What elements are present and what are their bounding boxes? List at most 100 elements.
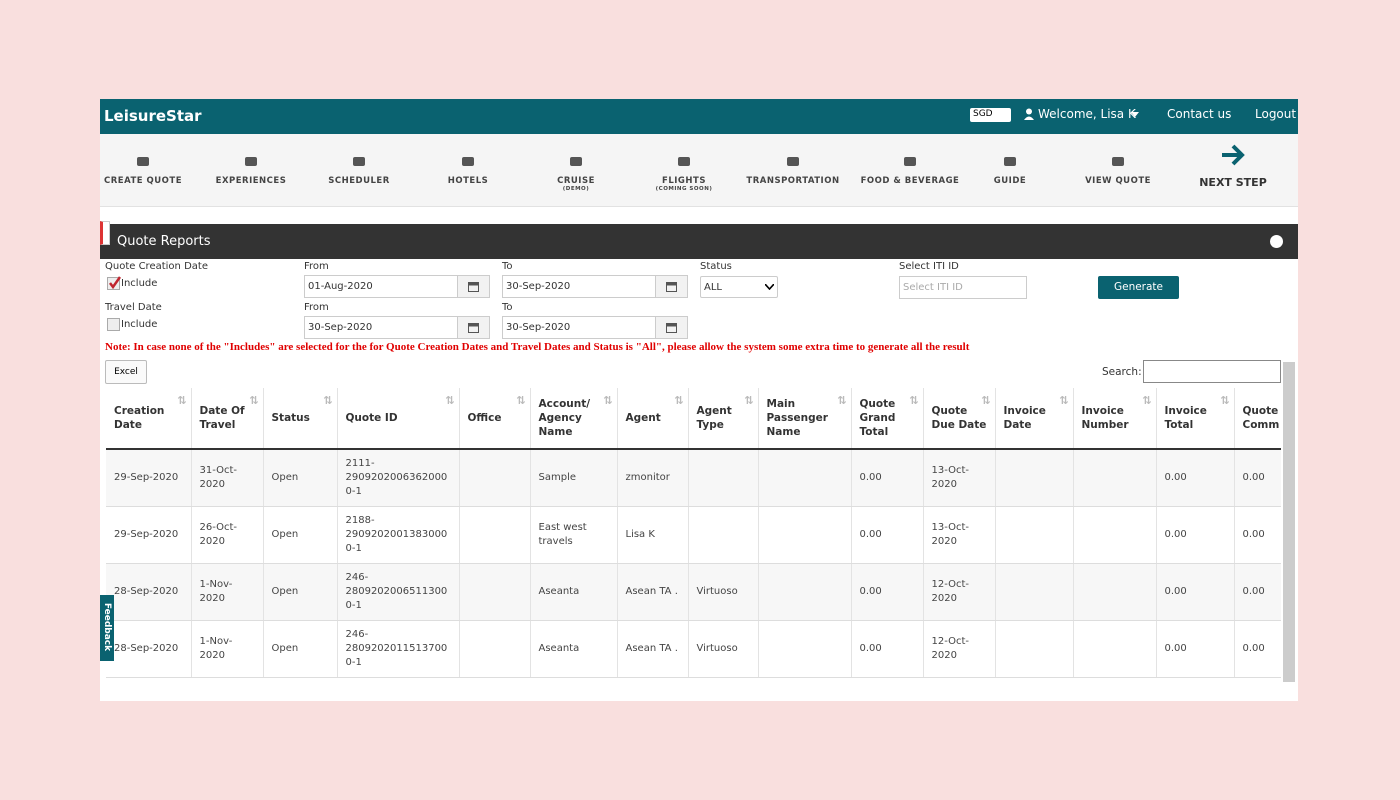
column-header[interactable]: Agent Type bbox=[688, 388, 759, 450]
nav-item[interactable]: VIEW QUOTE bbox=[1058, 134, 1178, 206]
search-input[interactable] bbox=[1143, 360, 1281, 383]
nav-item[interactable]: HOTELS bbox=[408, 134, 528, 206]
table-cell: 0.00 bbox=[1156, 506, 1235, 564]
icon bbox=[570, 157, 582, 166]
table-cell: Open bbox=[263, 620, 338, 678]
column-header[interactable]: Invoice Date bbox=[995, 388, 1074, 450]
nav-item[interactable]: CREATE QUOTE bbox=[100, 134, 203, 206]
feedback-tab[interactable]: Feedback bbox=[100, 595, 114, 661]
table-row[interactable]: 28-Sep-2020 1-Nov-2020 Open 246-28092020065… bbox=[106, 563, 1281, 621]
excel-button[interactable]: Excel bbox=[105, 360, 147, 384]
table-cell: 0.00 bbox=[851, 563, 924, 621]
status-select[interactable]: ALL bbox=[700, 276, 778, 298]
table-cell: Virtuoso bbox=[688, 563, 759, 621]
icon bbox=[137, 157, 149, 166]
checkbox[interactable] bbox=[107, 276, 121, 290]
calendar-button[interactable] bbox=[457, 317, 489, 338]
table-cell: Sample bbox=[530, 449, 618, 507]
logout-link[interactable]: Logout bbox=[1255, 107, 1297, 121]
generate-button[interactable]: Generate bbox=[1098, 276, 1179, 299]
next-step[interactable]: NEXT STEP bbox=[1173, 134, 1293, 206]
icon bbox=[1222, 144, 1245, 166]
date-input[interactable]: 01-Aug-2020 bbox=[304, 275, 490, 298]
nav-label: TRANSPORTATION bbox=[746, 176, 840, 186]
checkbox-label: Include bbox=[121, 319, 158, 330]
nav-item[interactable]: FOOD & BEVERAGE bbox=[850, 134, 970, 206]
search-label: Search: bbox=[1102, 366, 1142, 378]
table-cell: Open bbox=[263, 506, 338, 564]
date-input[interactable]: 30-Sep-2020 bbox=[304, 316, 490, 339]
table-cell: 12-Oct-2020 bbox=[923, 620, 996, 678]
nav-label: HOTELS bbox=[447, 176, 489, 186]
table-wrap: Creation DateDate Of TravelStatusQuote I… bbox=[106, 388, 1281, 682]
welcome-menu[interactable]: Welcome, Lisa K bbox=[1038, 107, 1136, 121]
table-cell: 29-Sep-2020 bbox=[106, 449, 192, 507]
table-cell: 0.00 bbox=[1156, 449, 1235, 507]
table-cell bbox=[758, 620, 852, 678]
table-cell: 29-Sep-2020 bbox=[106, 506, 192, 564]
label: Select ITI ID bbox=[899, 261, 959, 272]
table-cell: 0.00 bbox=[1234, 506, 1281, 564]
date-input[interactable]: 30-Sep-2020 bbox=[502, 316, 688, 339]
feedback-label: Feedback bbox=[102, 602, 112, 652]
nav-item[interactable]: CRUISE (DEMO) bbox=[516, 134, 636, 206]
table-cell: Open bbox=[263, 449, 338, 507]
table-cell: Aseanta bbox=[530, 563, 618, 621]
checkbox-label: Include bbox=[121, 278, 158, 289]
icon bbox=[468, 323, 479, 333]
table-cell: Asean TA . bbox=[617, 563, 689, 621]
column-header[interactable]: Quote Due Date bbox=[923, 388, 996, 450]
column-header[interactable]: Agent bbox=[617, 388, 689, 450]
nav-item[interactable]: GUIDE bbox=[950, 134, 1070, 206]
column-header[interactable]: Quote Grand Total bbox=[851, 388, 924, 450]
nav-item[interactable]: TRANSPORTATION bbox=[733, 134, 853, 206]
iti-input[interactable]: Select ITI ID bbox=[899, 276, 1027, 299]
date-input[interactable]: 30-Sep-2020 bbox=[502, 275, 688, 298]
calendar-button[interactable] bbox=[655, 317, 687, 338]
column-header[interactable]: Quote Comm bbox=[1234, 388, 1281, 450]
nav-item[interactable]: EXPERIENCES bbox=[191, 134, 311, 206]
nav-item[interactable]: FLIGHTS (COMING SOON) bbox=[624, 134, 744, 206]
contact-link[interactable]: Contact us bbox=[1167, 107, 1232, 121]
table-cell bbox=[995, 563, 1074, 621]
column-header[interactable]: Office bbox=[459, 388, 531, 450]
table-cell: Asean TA . bbox=[617, 620, 689, 678]
nav-label: CREATE QUOTE bbox=[103, 176, 183, 186]
table-cell: 2111-29092020063620000-1 bbox=[337, 449, 460, 507]
table-cell: 31-Oct-2020 bbox=[191, 449, 264, 507]
column-header[interactable]: Invoice Total bbox=[1156, 388, 1235, 450]
column-header[interactable]: Main Passenger Name bbox=[758, 388, 852, 450]
scrollbar[interactable] bbox=[1283, 362, 1295, 682]
calendar-button[interactable] bbox=[655, 276, 687, 297]
icon bbox=[1024, 108, 1034, 120]
table-cell: Aseanta bbox=[530, 620, 618, 678]
column-header[interactable]: Quote ID bbox=[337, 388, 460, 450]
nav-item[interactable]: SCHEDULER bbox=[299, 134, 419, 206]
table-cell bbox=[758, 506, 852, 564]
column-header[interactable]: Status bbox=[263, 388, 338, 450]
calendar-button[interactable] bbox=[457, 276, 489, 297]
column-header[interactable]: Invoice Number bbox=[1073, 388, 1157, 450]
table-cell bbox=[459, 563, 531, 621]
column-header[interactable]: Account/ Agency Name bbox=[530, 388, 618, 450]
table-row[interactable]: 29-Sep-2020 31-Oct-2020 Open 2111-290920200… bbox=[106, 449, 1281, 507]
nav-label: FLIGHTS bbox=[662, 176, 706, 186]
table-cell bbox=[1073, 506, 1157, 564]
collapse-button[interactable] bbox=[1270, 235, 1283, 248]
label: From bbox=[304, 302, 329, 313]
column-header[interactable]: Date Of Travel bbox=[191, 388, 264, 450]
table-row[interactable]: 28-Sep-2020 1-Nov-2020 Open 246-28092020115… bbox=[106, 620, 1281, 678]
checkbox[interactable] bbox=[107, 318, 120, 331]
table-cell: 0.00 bbox=[851, 506, 924, 564]
table-cell: 28-Sep-2020 bbox=[106, 563, 192, 621]
app-window: LeisureStar SGD Welcome, Lisa K Contact us L… bbox=[100, 99, 1298, 701]
column-header[interactable]: Creation Date bbox=[106, 388, 192, 450]
table-cell: 0.00 bbox=[1234, 563, 1281, 621]
table-row[interactable]: 29-Sep-2020 26-Oct-2020 Open 2188-290920200… bbox=[106, 506, 1281, 564]
table-cell: 0.00 bbox=[1234, 449, 1281, 507]
nav-label: CRUISE bbox=[557, 176, 595, 186]
icon bbox=[765, 284, 774, 290]
nav-note: (DEMO) bbox=[562, 186, 590, 192]
table-cell bbox=[688, 506, 759, 564]
currency-select[interactable]: SGD bbox=[970, 108, 1011, 122]
